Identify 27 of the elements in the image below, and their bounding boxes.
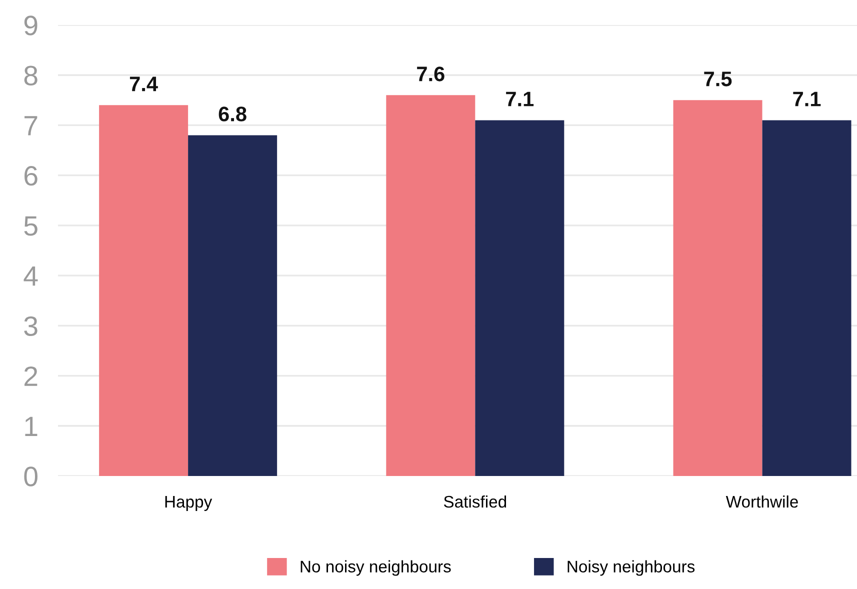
y-tick-label: 7 [24, 116, 38, 136]
bar [188, 135, 278, 476]
x-tick-label: Worthwile [726, 495, 798, 508]
data-label: 7.1 [793, 92, 821, 106]
legend-label: Noisy neighbours [568, 560, 695, 576]
y-tick-label: 8 [24, 66, 38, 86]
data-label: 6.8 [218, 106, 246, 122]
y-tick-label: 9 [24, 16, 38, 36]
data-label: 7.4 [130, 76, 158, 92]
y-tick-label: 4 [24, 266, 38, 286]
bar [762, 120, 852, 476]
data-label: 7.6 [417, 66, 444, 82]
x-tick-label: Happy [165, 496, 212, 511]
bar [99, 105, 188, 476]
y-tick-label: 0 [24, 466, 38, 486]
y-tick-label: 2 [24, 366, 38, 386]
y-tick-label: 5 [24, 216, 38, 236]
y-tick-label: 1 [25, 416, 38, 436]
legend-label: No noisy neighbours [300, 560, 451, 576]
bar [475, 120, 564, 476]
x-tick-label: Satisfied [444, 495, 506, 508]
data-label: 7.5 [704, 72, 732, 86]
y-tick-label: 3 [24, 316, 38, 336]
bar [386, 95, 476, 476]
data-label: 7.1 [506, 92, 534, 106]
bar [673, 100, 762, 476]
y-tick-label: 6 [24, 166, 38, 186]
